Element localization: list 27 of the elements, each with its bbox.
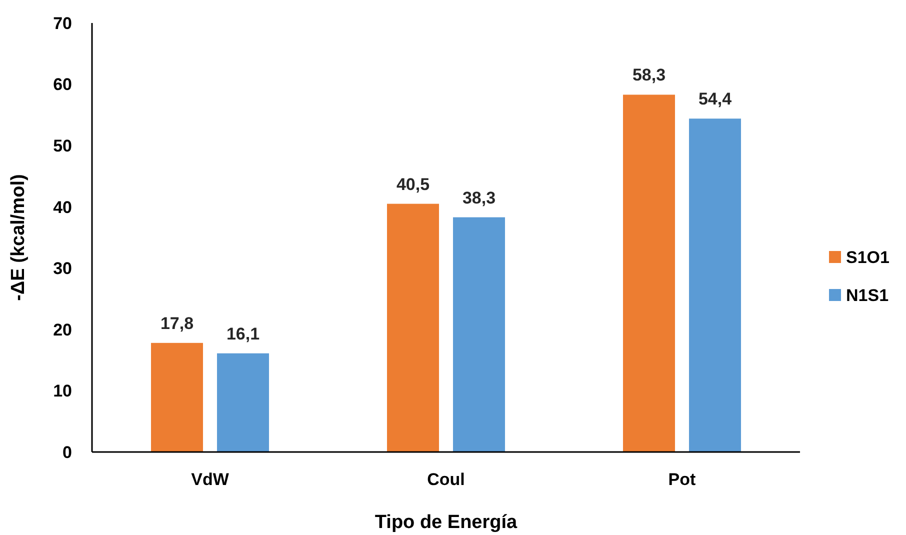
data-label: 16,1	[226, 324, 260, 344]
data-label: 40,5	[396, 174, 430, 194]
x-tick-label: Coul	[427, 470, 465, 489]
data-label: 58,3	[632, 66, 666, 85]
bar	[453, 217, 505, 452]
y-tick-label: 30	[53, 259, 72, 278]
x-axis-title: Tipo de Energía	[374, 512, 518, 533]
data-label: 17,8	[160, 314, 194, 333]
y-tick-label: 70	[53, 14, 72, 33]
bar	[217, 353, 269, 452]
y-axis-title: -ΔE (kcal/mol)	[8, 174, 29, 301]
y-tick-label: 40	[53, 198, 72, 217]
bar	[689, 118, 741, 452]
legend-label: S1O1	[846, 248, 890, 267]
legend-label: N1S1	[846, 286, 889, 305]
x-tick-label: Pot	[668, 470, 696, 489]
bar	[387, 204, 439, 452]
x-tick-label: VdW	[191, 470, 230, 489]
y-tick-label: 60	[53, 75, 72, 94]
bar	[151, 342, 203, 452]
y-tick-label: 20	[53, 320, 72, 340]
data-label: 54,4	[698, 90, 732, 109]
data-label: 38,3	[462, 188, 496, 208]
y-tick-label: 50	[53, 136, 72, 156]
y-tick-label: 10	[53, 382, 72, 401]
y-tick-label: 0	[62, 442, 72, 462]
bar	[623, 94, 675, 452]
